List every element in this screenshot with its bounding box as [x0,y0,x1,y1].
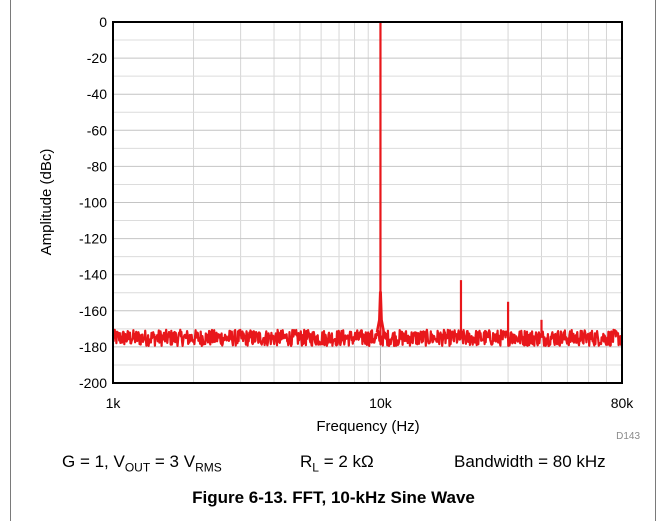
bandwidth-condition: Bandwidth = 80 kHz [454,452,606,471]
y-tick-label: -200 [79,375,107,391]
y-tick-label: -80 [87,158,107,174]
x-tick-labels: 1k 10k 80k [106,395,635,411]
fft-chart: 0 -20 -40 -60 -80 -100 -120 -140 -160 -180 -200 1k… [38,14,640,442]
plot-border [112,21,623,384]
y-tick-label: -60 [87,122,107,138]
y-tick-labels: 0 -20 -40 -60 -80 -100 -120 -140 -160 -180 -200 [79,14,107,391]
x-axis-label: Frequency (Hz) [316,418,419,435]
y-tick-label: -140 [79,267,107,283]
gain-vout-condition: G = 1, VOUT = 3 VRMS [62,452,222,475]
y-tick-label: -120 [79,231,107,247]
spectrum-trace [111,22,624,348]
noise-floor-line [111,328,624,348]
y-tick-label: -160 [79,303,107,319]
y-tick-label: -180 [79,339,107,355]
grid [113,22,622,383]
load-condition: RL = 2 kΩ [300,452,374,475]
y-tick-label: 0 [99,14,107,30]
figure-caption: Figure 6-13. FFT, 10-kHz Sine Wave [192,488,475,507]
x-tick-label: 80k [611,395,635,411]
y-tick-label: -100 [79,195,107,211]
figure-frame [10,0,656,521]
x-tick-label: 1k [106,395,122,411]
figure-id: D143 [616,431,640,442]
y-tick-label: -20 [87,50,107,66]
y-axis-label: Amplitude (dBc) [38,149,55,256]
y-tick-label: -40 [87,86,107,102]
x-tick-label: 10k [369,395,393,411]
